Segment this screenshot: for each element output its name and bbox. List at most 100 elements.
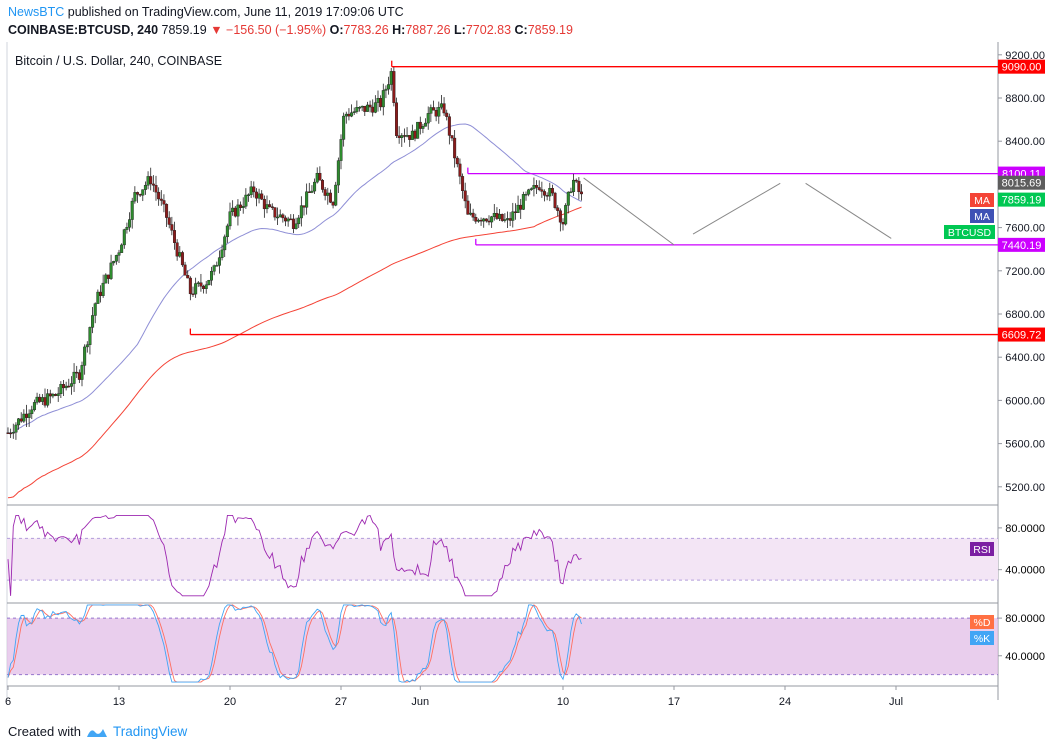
candle-body [294, 223, 298, 229]
candle-body [503, 219, 507, 221]
legend-badge-text: MA [974, 195, 990, 207]
legend-badge-text: BTCUSD [948, 227, 992, 239]
candle-body [540, 189, 544, 192]
candle-body [286, 218, 290, 222]
candle-body [11, 432, 15, 434]
price-tick-label: 9200.00 [1005, 50, 1045, 62]
candle-body [442, 103, 446, 114]
publisher-line: NewsBTC published on TradingView.com, Ju… [8, 5, 404, 19]
candle-body [479, 219, 483, 222]
candle-body [421, 126, 425, 129]
candle-body [122, 229, 126, 246]
candle-body [352, 111, 356, 113]
candles [6, 67, 584, 440]
candle-body [416, 121, 420, 139]
candle-body [339, 139, 343, 161]
candle-body [492, 213, 496, 217]
candle-body [51, 394, 55, 397]
candle-body [151, 183, 155, 186]
candle-body [405, 135, 409, 137]
candle-body [130, 200, 134, 220]
candle-body [262, 198, 266, 210]
candle-body [109, 262, 113, 279]
close-value: 7859.19 [527, 23, 573, 37]
candle-body [284, 217, 288, 222]
candle-body [334, 184, 338, 206]
candle-body [265, 204, 269, 210]
ma50-line [7, 123, 582, 434]
candle-body [373, 102, 377, 113]
candle-body [220, 249, 224, 258]
price-label-box [998, 59, 1045, 74]
candle-body [487, 220, 491, 223]
candle-body [455, 157, 459, 165]
candle-body [402, 135, 406, 137]
candle-body [450, 135, 454, 139]
tradingview-brand[interactable]: TradingView [112, 724, 188, 739]
candle-body [14, 424, 18, 433]
candle-body [490, 216, 494, 223]
candle-body [106, 274, 110, 279]
candle-body [342, 115, 346, 140]
candle-body [318, 172, 322, 181]
candle-body [500, 213, 504, 221]
candle-body [365, 104, 369, 112]
candle-body [114, 255, 118, 262]
candle-body [120, 244, 124, 253]
price-tick-label: 7200.00 [1005, 266, 1045, 278]
publisher-name[interactable]: NewsBTC [8, 5, 65, 19]
candle-body [254, 191, 258, 199]
candle-body [98, 291, 102, 296]
candle-body [225, 225, 229, 238]
candle-body [302, 205, 306, 208]
candle-body [141, 189, 145, 196]
time-tick-label: 27 [335, 696, 347, 708]
price-label-box [998, 237, 1045, 252]
stoch-band [7, 618, 998, 675]
ma200-line [7, 206, 582, 499]
tradingview-logo-icon [86, 728, 107, 737]
candle-body [461, 176, 465, 192]
price-axis: 9200.008800.008400.008000.007600.007200.… [998, 50, 1045, 494]
stoch-tick-label: 40.0000 [1005, 651, 1045, 663]
price-label: 6609.72 [1002, 330, 1042, 342]
candle-body [223, 236, 227, 251]
time-tick-label: 6 [5, 696, 11, 708]
candle-body [413, 130, 417, 139]
candle-body [32, 402, 36, 411]
candle-body [59, 384, 63, 394]
candle-body [323, 189, 327, 196]
time-tick-label: 24 [779, 696, 791, 708]
candle-body [241, 206, 245, 208]
candle-body [289, 218, 293, 221]
candle-body [85, 344, 89, 348]
candle-body [363, 105, 367, 112]
candle-body [558, 210, 562, 223]
candle-body [387, 84, 391, 90]
candle-body [328, 192, 332, 203]
candle-body [146, 176, 150, 186]
candle-body [88, 327, 92, 345]
candle-body [376, 98, 380, 103]
candle-body [458, 163, 462, 177]
time-axis: 6 13 20 27 Jun 10 17 24 Jul [5, 686, 903, 708]
candle-body [167, 217, 171, 225]
candle-body [257, 193, 261, 199]
candle-body [553, 192, 557, 208]
created-with-text: Created with [8, 724, 81, 739]
candle-body [569, 191, 573, 193]
candle-body [154, 185, 158, 193]
published-text: published on TradingView.com, June 11, 2… [67, 5, 404, 19]
time-tick-label: 13 [113, 696, 125, 708]
legend-badge-text: MA [974, 211, 990, 223]
candle-body [566, 191, 570, 206]
high-value: 7887.26 [405, 23, 451, 37]
candle-body [447, 116, 451, 136]
price-label: 7859.19 [1002, 195, 1042, 207]
candle-body [513, 211, 517, 213]
candle-body [178, 252, 182, 257]
candle-body [172, 230, 176, 243]
candle-body [392, 71, 396, 103]
candle-body [548, 188, 552, 197]
